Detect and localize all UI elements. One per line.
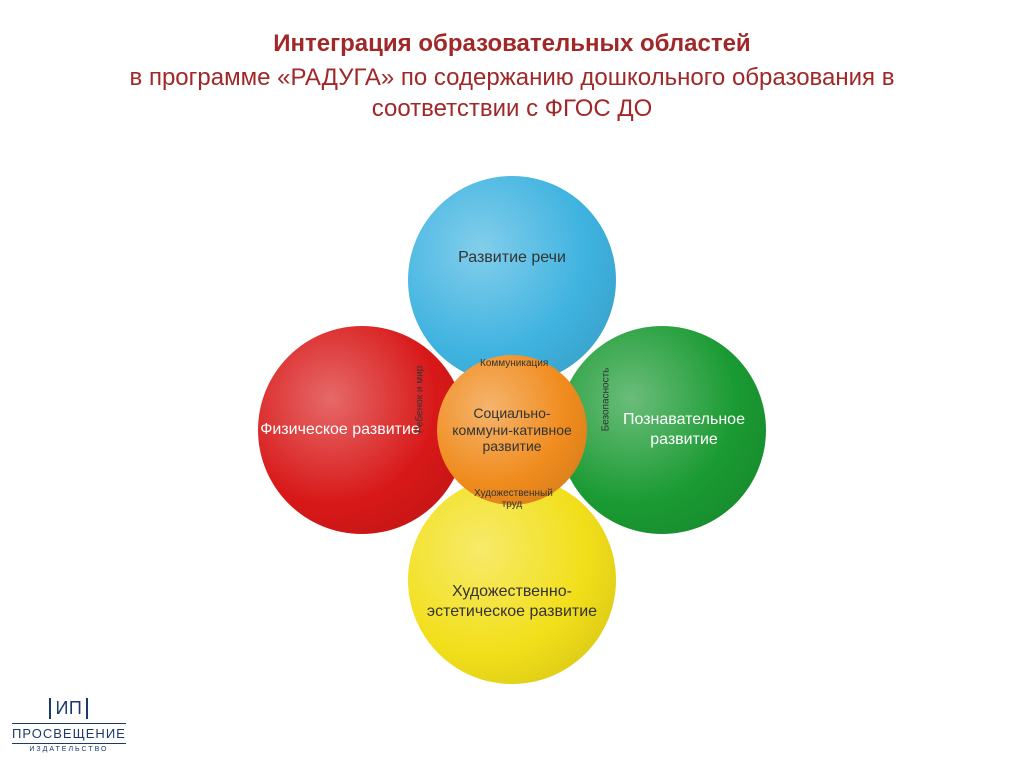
logo-sub: ИЗДАТЕЛЬСТВО: [12, 746, 126, 753]
title-main: Интеграция образовательных областей: [60, 30, 964, 58]
circle-top: Развитие речи: [408, 176, 616, 384]
venn-diagram: Развитие речи Познавательное развитие Ху…: [212, 130, 812, 730]
publisher-logo: ИП ПРОСВЕЩЕНИЕ ИЗДАТЕЛЬСТВО: [12, 698, 126, 753]
overlap-right: Безопасность: [601, 364, 612, 436]
logo-name: ПРОСВЕЩЕНИЕ: [12, 726, 126, 741]
circle-bottom-label: Художественно-эстетическое развитие: [408, 574, 616, 630]
page-header: Интеграция образовательных областей в пр…: [0, 0, 1024, 124]
overlap-bottom: Художественный труд: [474, 488, 550, 510]
overlap-top: Коммуникация: [480, 358, 544, 369]
circle-right: Познавательное развитие: [558, 326, 766, 534]
title-sub: в программе «РАДУГА» по содержанию дошко…: [60, 62, 964, 124]
circle-center-label: Социально-коммуни-кативное развитие: [437, 397, 587, 463]
logo-icon: ИП: [49, 698, 88, 719]
logo-divider: [12, 743, 126, 744]
circle-top-label: Развитие речи: [450, 240, 574, 276]
circle-left-label: Физическое развитие: [252, 412, 428, 448]
circle-left: Физическое развитие: [258, 326, 466, 534]
logo-divider: [12, 723, 126, 724]
overlap-left: Ребенок и мир: [415, 364, 426, 436]
circle-center: Социально-коммуни-кативное развитие: [437, 355, 587, 505]
